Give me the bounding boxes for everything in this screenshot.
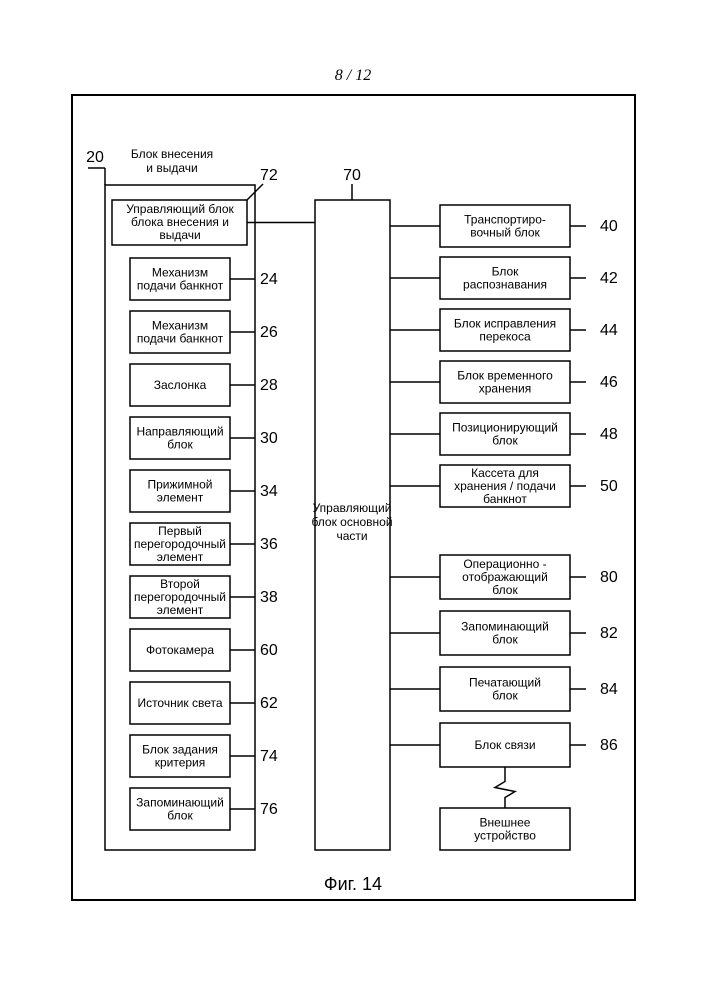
right-item-40-label: Транспортиро- [464,213,546,227]
right-item-80-label: отображающий [462,570,548,584]
ref-48: 48 [600,426,618,443]
right-item-48-label: блок [492,434,518,448]
comm-zigzag [495,767,515,808]
left-item-74-label: критерия [155,756,206,770]
left-item-28-label: Заслонка [154,378,207,392]
ref-86: 86 [600,737,618,754]
right-item-82-label: блок [492,633,518,647]
right-item-50-label: Кассета для [471,466,539,480]
left-item-38-label: элемент [157,603,204,617]
right-item-44-label: Блок исправления [454,317,556,331]
ref-80: 80 [600,569,618,586]
left-item-24-label: подачи банкнот [137,279,224,293]
right-item-50-label: банкнот [483,492,527,506]
ref-28: 28 [260,377,278,394]
controller-72-label: Управляющий блок [126,202,234,216]
ref-34: 34 [260,483,278,500]
ref-82: 82 [600,625,618,642]
right-item-46-label: Блок временного [457,369,553,383]
right-item-42-label: распознавания [463,278,547,292]
ref-50: 50 [600,478,618,495]
left-item-36-label: Первый [158,524,202,538]
ref-40: 40 [600,218,618,235]
external-device-label: устройство [474,829,536,843]
right-item-86-label: Блок связи [474,738,535,752]
ref-72: 72 [260,167,278,184]
ref-84: 84 [600,681,618,698]
ref-44: 44 [600,322,618,339]
ref-60: 60 [260,642,278,659]
right-item-50-label: хранения / подачи [454,479,556,493]
right-item-48-label: Позиционирующий [452,421,558,435]
left-item-26-label: подачи банкнот [137,332,224,346]
main-controller-label: блок основной [311,515,392,529]
controller-72-label: блока внесения и [131,215,229,229]
block-diagram: 8 / 12 Фиг. 14 20 Блок внесенияи выдачи Упра… [0,0,707,1000]
left-item-30-label: блок [167,438,193,452]
ref-42: 42 [600,270,618,287]
left-item-38-label: перегородочный [134,590,226,604]
ref-30: 30 [260,430,278,447]
ref-46: 46 [600,374,618,391]
right-item-44-label: перекоса [479,330,531,344]
left-item-36-label: перегородочный [134,537,226,551]
left-item-24-label: Механизм [152,266,208,280]
left-item-62-label: Источник света [137,696,222,710]
ref-70: 70 [343,167,361,184]
ref-74: 74 [260,748,278,765]
left-item-26-label: Механизм [152,319,208,333]
left-title: Блок внесения [131,147,213,161]
left-item-60-label: Фотокамера [146,643,214,657]
ref-26: 26 [260,324,278,341]
page-number: 8 / 12 [335,67,371,84]
ref-62: 62 [260,695,278,712]
right-item-40-label: вочный блок [470,226,540,240]
main-controller-label: Управляющий [313,501,392,515]
left-item-76-label: Запоминающий [136,796,224,810]
right-item-82-label: Запоминающий [461,620,549,634]
right-item-80-label: блок [492,583,518,597]
left-item-36-label: элемент [157,550,204,564]
left-title: и выдачи [146,161,197,175]
external-device-label: Внешнее [480,816,531,830]
right-item-84-label: Печатающий [469,676,541,690]
left-item-74-label: Блок задания [142,743,218,757]
left-item-30-label: Направляющий [136,425,223,439]
left-item-76-label: блок [167,809,193,823]
left-item-34-label: элемент [157,491,204,505]
ref-38: 38 [260,589,278,606]
ref-36: 36 [260,536,278,553]
ref-20: 20 [86,149,104,166]
ref-76: 76 [260,801,278,818]
main-controller-label: части [336,529,367,543]
left-item-34-label: Прижимной [148,478,213,492]
right-item-80-label: Операционно - [463,557,546,571]
ref-24: 24 [260,271,278,288]
right-item-42-label: Блок [492,265,520,279]
right-item-84-label: блок [492,689,518,703]
figure-label: Фиг. 14 [324,874,382,894]
left-item-38-label: Второй [160,577,200,591]
right-item-46-label: хранения [479,382,531,396]
controller-72-label: выдачи [159,228,200,242]
